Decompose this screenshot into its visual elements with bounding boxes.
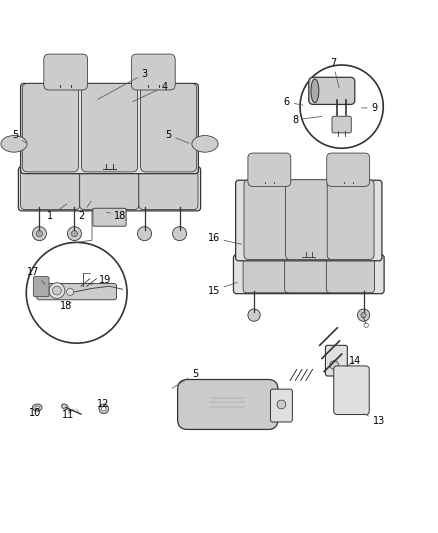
FancyBboxPatch shape — [327, 180, 374, 260]
Ellipse shape — [62, 404, 68, 409]
Text: 5: 5 — [172, 369, 198, 389]
Text: 13: 13 — [364, 414, 385, 426]
Circle shape — [248, 309, 260, 321]
Text: 4: 4 — [133, 82, 167, 102]
FancyBboxPatch shape — [325, 345, 347, 376]
FancyBboxPatch shape — [139, 168, 198, 209]
Circle shape — [138, 227, 152, 241]
FancyBboxPatch shape — [21, 84, 198, 174]
Text: 9: 9 — [361, 103, 378, 113]
FancyBboxPatch shape — [236, 180, 382, 261]
FancyBboxPatch shape — [248, 153, 291, 187]
Circle shape — [67, 227, 81, 241]
Circle shape — [53, 286, 61, 295]
Circle shape — [300, 65, 383, 148]
Circle shape — [357, 309, 370, 321]
FancyBboxPatch shape — [233, 255, 384, 294]
Text: 18: 18 — [106, 211, 127, 221]
Text: 5: 5 — [166, 130, 189, 143]
Ellipse shape — [311, 79, 319, 103]
FancyBboxPatch shape — [37, 284, 117, 300]
Ellipse shape — [1, 135, 27, 152]
Text: 5: 5 — [12, 130, 26, 143]
Circle shape — [67, 288, 74, 295]
Circle shape — [36, 231, 42, 237]
Text: 16: 16 — [208, 233, 242, 244]
FancyBboxPatch shape — [141, 84, 197, 172]
Text: 1: 1 — [47, 204, 67, 221]
FancyBboxPatch shape — [80, 168, 139, 209]
Circle shape — [49, 282, 65, 298]
Ellipse shape — [32, 404, 42, 411]
FancyBboxPatch shape — [286, 180, 332, 260]
FancyBboxPatch shape — [22, 84, 78, 172]
Text: 19: 19 — [91, 274, 111, 285]
Circle shape — [26, 243, 127, 343]
FancyBboxPatch shape — [44, 54, 88, 90]
FancyBboxPatch shape — [18, 167, 201, 211]
Circle shape — [32, 227, 46, 241]
FancyBboxPatch shape — [334, 366, 369, 415]
Text: 15: 15 — [208, 282, 237, 296]
Circle shape — [71, 231, 78, 237]
FancyBboxPatch shape — [131, 54, 175, 90]
Text: 10: 10 — [29, 408, 41, 418]
FancyBboxPatch shape — [177, 379, 278, 430]
FancyBboxPatch shape — [81, 84, 138, 172]
FancyBboxPatch shape — [21, 168, 80, 209]
Circle shape — [361, 312, 366, 318]
FancyBboxPatch shape — [332, 116, 351, 133]
Text: 12: 12 — [97, 399, 109, 409]
Text: 17: 17 — [27, 266, 45, 284]
Text: 7: 7 — [330, 58, 339, 88]
Circle shape — [277, 400, 286, 409]
Circle shape — [173, 227, 187, 241]
Text: 6: 6 — [284, 97, 303, 107]
FancyBboxPatch shape — [309, 77, 355, 104]
Text: 18: 18 — [60, 301, 72, 311]
Ellipse shape — [35, 406, 39, 409]
FancyBboxPatch shape — [285, 255, 333, 293]
FancyBboxPatch shape — [33, 277, 49, 297]
Circle shape — [102, 407, 106, 411]
Circle shape — [330, 361, 339, 369]
Ellipse shape — [192, 135, 218, 152]
FancyBboxPatch shape — [244, 180, 291, 260]
Text: 11: 11 — [62, 409, 74, 419]
FancyBboxPatch shape — [271, 389, 293, 422]
FancyBboxPatch shape — [326, 255, 374, 293]
Text: 14: 14 — [347, 356, 361, 366]
Text: 3: 3 — [98, 69, 148, 99]
Text: 2: 2 — [78, 201, 91, 221]
Circle shape — [99, 404, 109, 414]
FancyBboxPatch shape — [327, 153, 370, 187]
FancyBboxPatch shape — [243, 255, 291, 293]
FancyBboxPatch shape — [93, 208, 126, 226]
Text: 8: 8 — [293, 115, 322, 125]
